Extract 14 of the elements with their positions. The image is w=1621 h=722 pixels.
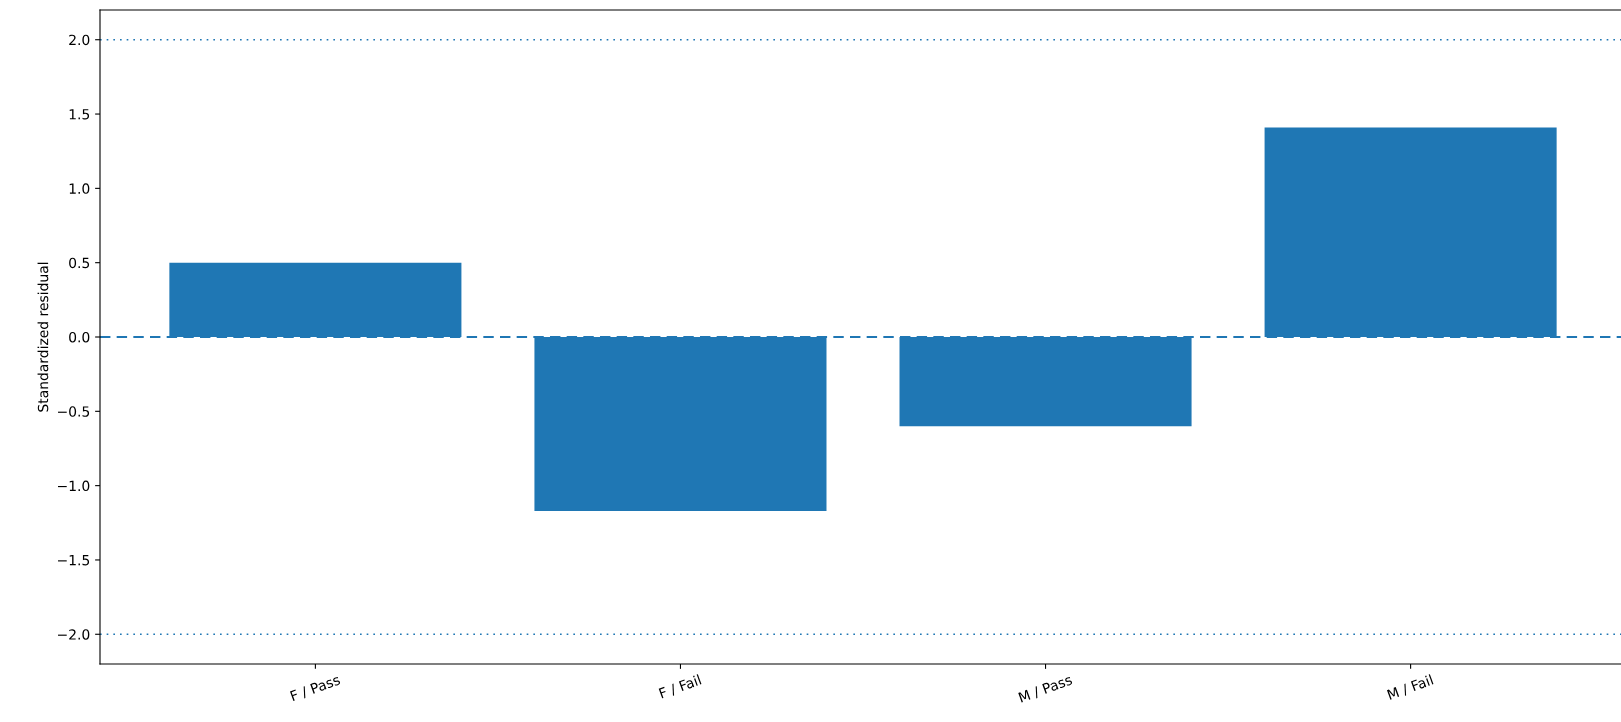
y-tick-label: −2.0 — [58, 629, 90, 640]
y-tick-label: 0.5 — [69, 257, 90, 269]
y-axis-title: Standardized residual — [37, 262, 49, 412]
x-tick-label: F / Pass — [289, 674, 342, 703]
y-tick-label: −1.0 — [58, 480, 90, 492]
x-tick-label: F / Fail — [658, 674, 702, 700]
y-tick-label: −0.5 — [58, 406, 90, 417]
y-tick-label: 1.5 — [69, 109, 90, 120]
y-tick-label: 0.0 — [69, 331, 90, 343]
x-tick-label: M / Fail — [1386, 674, 1434, 701]
x-tick-label: M / Pass — [1018, 674, 1074, 704]
y-tick-label: 2.0 — [69, 34, 90, 46]
y-tick-label: 1.0 — [69, 183, 90, 194]
y-tick-label: −1.5 — [58, 555, 90, 566]
